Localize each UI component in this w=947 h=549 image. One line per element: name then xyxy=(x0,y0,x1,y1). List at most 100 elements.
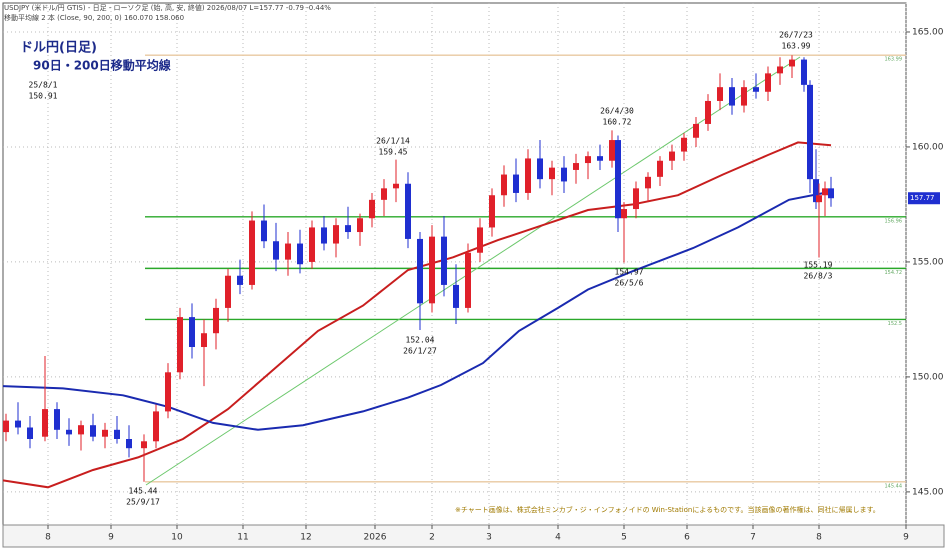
candle-body xyxy=(645,176,651,189)
candle-body xyxy=(126,438,132,449)
candle-body xyxy=(828,188,834,199)
y-tick-label: 165.00 xyxy=(912,27,944,37)
candles xyxy=(3,55,834,482)
x-tick-label: 6 xyxy=(684,533,690,543)
annotation: 26/1/27 xyxy=(403,347,437,356)
annotation: 26/4/30 xyxy=(600,107,634,116)
candle-body xyxy=(381,188,387,200)
candle-body xyxy=(27,427,33,439)
candle-body xyxy=(285,243,291,260)
x-tick-label: 3 xyxy=(486,533,492,543)
candle-body xyxy=(789,59,795,67)
level-label: 163.99 xyxy=(885,57,903,63)
candle-body xyxy=(333,225,339,244)
candle-body xyxy=(273,241,279,260)
x-tick-label: 4 xyxy=(555,533,561,543)
annotation: 25/9/17 xyxy=(126,498,160,507)
candle-body xyxy=(54,409,60,430)
x-tick-label: 7 xyxy=(750,533,756,543)
x-tick-label: 2 xyxy=(429,533,435,543)
candle-body xyxy=(465,252,471,308)
x-tick-label: 5 xyxy=(621,533,627,543)
candle-body xyxy=(405,183,411,239)
candle-body xyxy=(189,317,195,348)
annotation: 159.45 xyxy=(379,148,408,157)
candle-body xyxy=(822,188,828,196)
level-label: 145.44 xyxy=(885,483,903,489)
annotation: 152.04 xyxy=(406,336,435,345)
y-tick-label: 160.00 xyxy=(912,142,944,152)
candle-body xyxy=(393,183,399,189)
candle-body xyxy=(261,220,267,242)
candle-body xyxy=(537,158,543,180)
candle-body xyxy=(114,429,120,439)
x-tick-label: 11 xyxy=(237,533,248,543)
chart-subtitle: 90日・200日移動平均線 xyxy=(33,58,171,73)
x-tick-label: 12 xyxy=(300,533,311,543)
candle-body xyxy=(177,317,183,373)
candle-body xyxy=(489,195,495,228)
candle-body xyxy=(297,243,303,265)
candle-body xyxy=(153,411,159,442)
candle-body xyxy=(615,140,621,219)
candle-body xyxy=(777,66,783,74)
candle-body xyxy=(813,179,819,203)
candle-body xyxy=(585,156,591,164)
candle-body xyxy=(141,441,147,449)
candle-body xyxy=(3,420,9,433)
note: ※チャート画像は、株式会社ミンカブ・ジ・インフォノイドの Win-Station… xyxy=(455,505,880,514)
annotation: 25/8/1 xyxy=(29,81,58,90)
header-line: USDJPY (米ドル/円 GTIS) - 日足 - ローソク足 (始, 高, … xyxy=(4,3,331,12)
candle-body xyxy=(741,87,747,106)
annotation: 155.19 xyxy=(804,261,833,270)
candle-body xyxy=(807,84,813,180)
candle-body xyxy=(201,333,207,348)
candle-body xyxy=(42,409,48,437)
candle-body xyxy=(15,420,21,428)
annotation: 26/8/3 xyxy=(804,272,833,281)
candle-body xyxy=(705,100,711,124)
candle-body xyxy=(225,275,231,308)
level-label: 154.72 xyxy=(885,270,903,276)
y-tick-label: 155.00 xyxy=(912,257,944,267)
candle-body xyxy=(477,227,483,253)
candle-body xyxy=(609,140,615,161)
candle-body xyxy=(717,87,723,101)
candle-body xyxy=(429,236,435,304)
x-tick-label: 8 xyxy=(816,533,822,543)
candle-body xyxy=(621,209,627,219)
candle-body xyxy=(309,227,315,262)
candle-body xyxy=(249,220,255,285)
y-tick-label: 145.00 xyxy=(912,487,944,497)
candle-body xyxy=(345,225,351,233)
x-tick-label: 10 xyxy=(171,533,183,543)
x-tick-label: 8 xyxy=(45,533,51,543)
annotation: 163.99 xyxy=(782,42,811,51)
candle-body xyxy=(165,372,171,412)
annotation: 150.91 xyxy=(29,92,58,101)
last-price-label: 157.77 xyxy=(910,194,935,202)
candle-body xyxy=(525,158,531,193)
annotation: 26/7/23 xyxy=(779,31,813,40)
candle-body xyxy=(102,429,108,437)
candle-body xyxy=(513,174,519,193)
candle-body xyxy=(816,195,822,203)
annotation: 26/1/14 xyxy=(376,137,410,146)
candle-body xyxy=(657,160,663,177)
candle-body xyxy=(453,284,459,308)
candle-body xyxy=(549,167,555,180)
annotation: 26/5/6 xyxy=(615,279,644,288)
candle-body xyxy=(801,59,807,85)
candle-body xyxy=(753,87,759,92)
candle-body xyxy=(441,236,447,285)
header-line: 移動平均線 2 本 (Close, 90, 200, 0) 160.070 15… xyxy=(4,13,184,22)
x-tick-label: 2026 xyxy=(364,533,387,543)
level-label: 152.5 xyxy=(888,321,902,327)
annotation: 160.72 xyxy=(603,118,632,127)
candle-body xyxy=(561,167,567,182)
candle-body xyxy=(66,429,72,435)
trend-line xyxy=(145,56,801,486)
last-price-box xyxy=(908,192,940,205)
x-tick-label: 9 xyxy=(108,533,114,543)
